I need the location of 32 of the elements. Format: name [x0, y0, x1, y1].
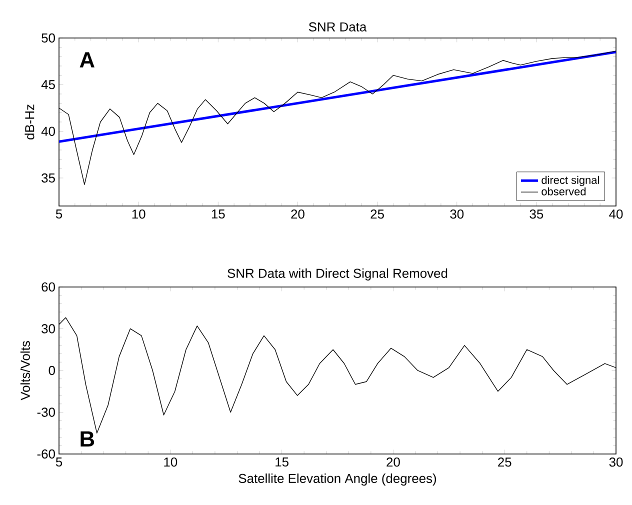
y-tick-label: 60 [42, 282, 55, 292]
x-tick-label: 30 [450, 210, 464, 219]
y-tick-label: -60 [37, 449, 55, 459]
legend-label: observed [542, 187, 586, 196]
x-tick-label: 30 [609, 458, 623, 467]
x-tick-label: 20 [386, 458, 400, 467]
x-tick-label: 35 [530, 210, 544, 219]
y-tick-label: 0 [48, 366, 55, 376]
annotation: A [80, 52, 94, 68]
annotation: B [80, 431, 94, 446]
y-axis-title: dB-Hz [24, 104, 34, 140]
x-tick-label: 25 [498, 458, 512, 467]
y-tick-label: 40 [41, 126, 55, 136]
x-tick-label: 40 [609, 210, 623, 219]
x-tick-label: 20 [291, 210, 304, 219]
x-tick-label: 15 [212, 210, 225, 219]
y-tick-label: 50 [42, 33, 55, 43]
legend-label: direct signal [542, 176, 599, 186]
x-tick-label: 5 [56, 210, 62, 219]
x-tick-label: 10 [164, 458, 178, 467]
x-tick-label: 25 [370, 210, 384, 219]
y-tick-label: 35 [42, 173, 55, 183]
x-tick-label: 15 [276, 458, 288, 467]
x-axis-title: Satellite Elevation Angle (degrees) [238, 474, 436, 486]
y-tick-label: 30 [42, 324, 55, 334]
chart-title: SNR Data with Direct Signal Removed [228, 268, 448, 280]
x-tick-label: 10 [132, 210, 146, 219]
y-axis-title: Volts/Volts [20, 341, 30, 400]
y-tick-label: 45 [41, 80, 55, 90]
y-tick-label: -30 [37, 408, 55, 417]
chart-title: SNR Data [308, 22, 367, 32]
x-tick-label: 5 [56, 458, 62, 467]
